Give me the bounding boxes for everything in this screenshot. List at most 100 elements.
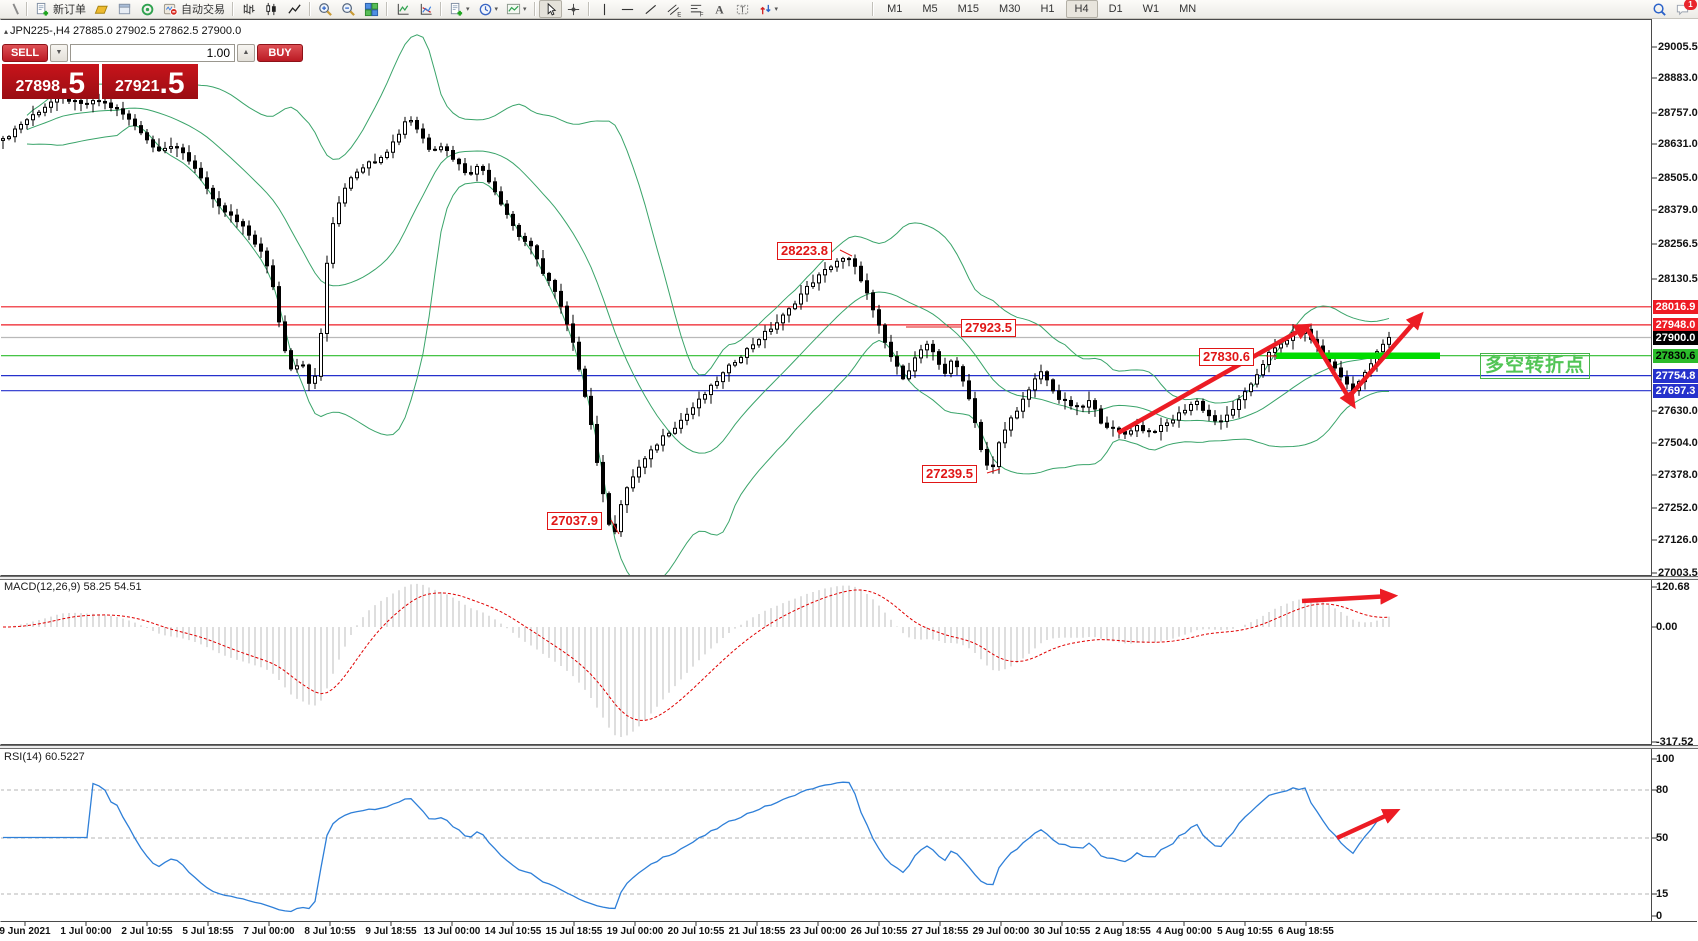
rsi-scale-label: 15 bbox=[1656, 888, 1669, 900]
timeframe-h4[interactable]: H4 bbox=[1065, 0, 1098, 18]
cursor-button[interactable] bbox=[538, 0, 562, 18]
rsi-pane[interactable] bbox=[0, 781, 1652, 913]
buy-price-dec: .5 bbox=[159, 67, 185, 100]
toolbar-group bbox=[237, 0, 306, 18]
pane-divider-macd[interactable] bbox=[0, 576, 1698, 580]
periods-button[interactable]: ▾ bbox=[474, 0, 503, 18]
timeframe-h1[interactable]: H1 bbox=[1040, 3, 1055, 15]
timeframe-m1[interactable]: M1 bbox=[887, 3, 903, 15]
macd-scale-label: 120.68 bbox=[1656, 581, 1690, 593]
zoom-out-button[interactable] bbox=[337, 0, 360, 18]
crosshair-button[interactable] bbox=[562, 0, 585, 18]
toolbar-edge-icon[interactable] bbox=[0, 0, 23, 18]
zoom-out-icon bbox=[341, 2, 356, 17]
chevron-down-icon: ▾ bbox=[523, 6, 527, 13]
volume-down-button[interactable]: ▼ bbox=[50, 44, 68, 62]
price-axis-tick-label: 27504.0 bbox=[1658, 437, 1698, 449]
bar-chart-icon bbox=[241, 2, 256, 17]
timeframe-mn[interactable]: MN bbox=[1179, 3, 1197, 15]
text-label-button[interactable]: T bbox=[731, 0, 754, 18]
timeframe-m30[interactable]: M30 bbox=[999, 3, 1021, 15]
arrows-icon bbox=[758, 2, 773, 17]
indicator-window-2-icon bbox=[418, 2, 433, 17]
buy-price-int: 27921 bbox=[114, 78, 160, 95]
horizontal-line-button[interactable] bbox=[616, 0, 639, 18]
candlestick-chart-button[interactable] bbox=[260, 0, 283, 18]
zoom-in-button[interactable] bbox=[314, 0, 337, 18]
price-callout-label[interactable]: 27830.6 bbox=[1199, 348, 1254, 366]
trend-arrow[interactable] bbox=[1346, 311, 1424, 400]
indicator-window-button[interactable] bbox=[391, 0, 414, 18]
search-button[interactable] bbox=[1648, 0, 1671, 18]
navigator-button[interactable] bbox=[136, 0, 159, 18]
timeframe-w1[interactable]: W1 bbox=[1142, 3, 1160, 15]
macd-indicator-label: MACD(12,26,9) 58.25 54.51 bbox=[4, 581, 142, 593]
time-axis-label: 8 Jul 10:55 bbox=[304, 926, 356, 937]
timeframe-m5[interactable]: M5 bbox=[922, 3, 938, 15]
price-callout-label[interactable]: 27037.9 bbox=[547, 512, 602, 530]
arrows-button[interactable]: ▾ bbox=[754, 0, 783, 18]
new-order-button[interactable]: 新订单 bbox=[31, 0, 90, 18]
auto-trading-button[interactable]: 自动交易 bbox=[159, 0, 229, 18]
fibonacci-button[interactable]: F bbox=[685, 0, 708, 18]
tile-windows-button[interactable] bbox=[360, 0, 383, 18]
svg-text:F: F bbox=[699, 11, 703, 16]
main-price-pane[interactable] bbox=[0, 34, 1652, 587]
volume-up-button[interactable]: ▲ bbox=[237, 44, 255, 62]
pane-divider-rsi[interactable] bbox=[0, 745, 1698, 749]
bull-bear-turning-point-note[interactable]: 多空转折点 bbox=[1480, 353, 1591, 379]
equidistant-channel-button[interactable]: E bbox=[662, 0, 685, 18]
one-click-trading-widget: SELL ▼ ▲ BUY 27898.5 27921.5 bbox=[2, 44, 303, 100]
price-level-badge: 27754.8 bbox=[1653, 369, 1698, 383]
price-axis-tick-label: 28379.0 bbox=[1658, 204, 1698, 216]
trendline-icon bbox=[643, 2, 658, 17]
line-chart-icon bbox=[287, 2, 302, 17]
channel-icon: E bbox=[666, 2, 681, 17]
time-axis-label: 26 Jul 10:55 bbox=[850, 926, 908, 937]
market-watch-button[interactable] bbox=[113, 0, 136, 18]
trend-arrow[interactable] bbox=[1116, 323, 1313, 435]
templates-button[interactable]: ▾ bbox=[502, 0, 531, 18]
timeframe-group: M1 M5 M15 M30 H1 H4 D1 W1 MN bbox=[877, 0, 1206, 18]
price-axis-tick-label: 27378.0 bbox=[1658, 469, 1698, 481]
bollinger-upper-band bbox=[26, 34, 1390, 404]
price-callout-label[interactable]: 28223.8 bbox=[777, 242, 832, 260]
price-callout-label[interactable]: 27923.5 bbox=[961, 319, 1016, 337]
macd-pane[interactable] bbox=[2, 583, 1390, 737]
indicator-window-2-button[interactable] bbox=[414, 0, 437, 18]
chat-button[interactable]: 1 bbox=[1671, 0, 1697, 18]
sell-price-display[interactable]: 27898.5 bbox=[2, 64, 99, 99]
vline-icon bbox=[597, 2, 612, 17]
volume-input[interactable] bbox=[70, 44, 235, 62]
bollinger-middle-band bbox=[26, 107, 1390, 454]
time-axis-label: 20 Jul 10:55 bbox=[667, 926, 725, 937]
trend-arrow[interactable] bbox=[1301, 588, 1399, 605]
price-level-badge: 27900.0 bbox=[1653, 331, 1698, 345]
trend-arrow[interactable] bbox=[1304, 325, 1356, 410]
market-watch-icon bbox=[117, 2, 132, 17]
add-indicator-button[interactable]: ▾ bbox=[445, 0, 474, 18]
green-support-bar[interactable] bbox=[1276, 352, 1440, 360]
price-axis-tick-label: 28256.5 bbox=[1658, 238, 1698, 250]
buy-price-display[interactable]: 27921.5 bbox=[101, 64, 198, 100]
price-axis-tick-label: 27630.0 bbox=[1658, 405, 1698, 417]
timeframe-d1[interactable]: D1 bbox=[1108, 3, 1123, 15]
timeframe-m15[interactable]: M15 bbox=[957, 3, 980, 15]
bollinger-lower-band bbox=[26, 125, 1390, 575]
vertical-line-button[interactable] bbox=[593, 0, 616, 18]
toolbar-separator bbox=[587, 2, 590, 16]
line-chart-button[interactable] bbox=[283, 0, 306, 18]
label-icon: T bbox=[735, 2, 750, 17]
buy-button[interactable]: BUY bbox=[257, 44, 303, 62]
profiles-button[interactable] bbox=[90, 0, 113, 18]
sell-button[interactable]: SELL bbox=[2, 44, 48, 62]
time-axis-label: 6 Aug 18:55 bbox=[1278, 926, 1334, 937]
toolbar-separator bbox=[309, 2, 311, 16]
bar-chart-button[interactable] bbox=[237, 0, 260, 18]
price-callout-label[interactable]: 27239.5 bbox=[922, 465, 977, 483]
trendline-button[interactable] bbox=[639, 0, 662, 18]
trend-arrow[interactable] bbox=[1336, 809, 1401, 841]
text-button[interactable]: A bbox=[708, 0, 731, 18]
